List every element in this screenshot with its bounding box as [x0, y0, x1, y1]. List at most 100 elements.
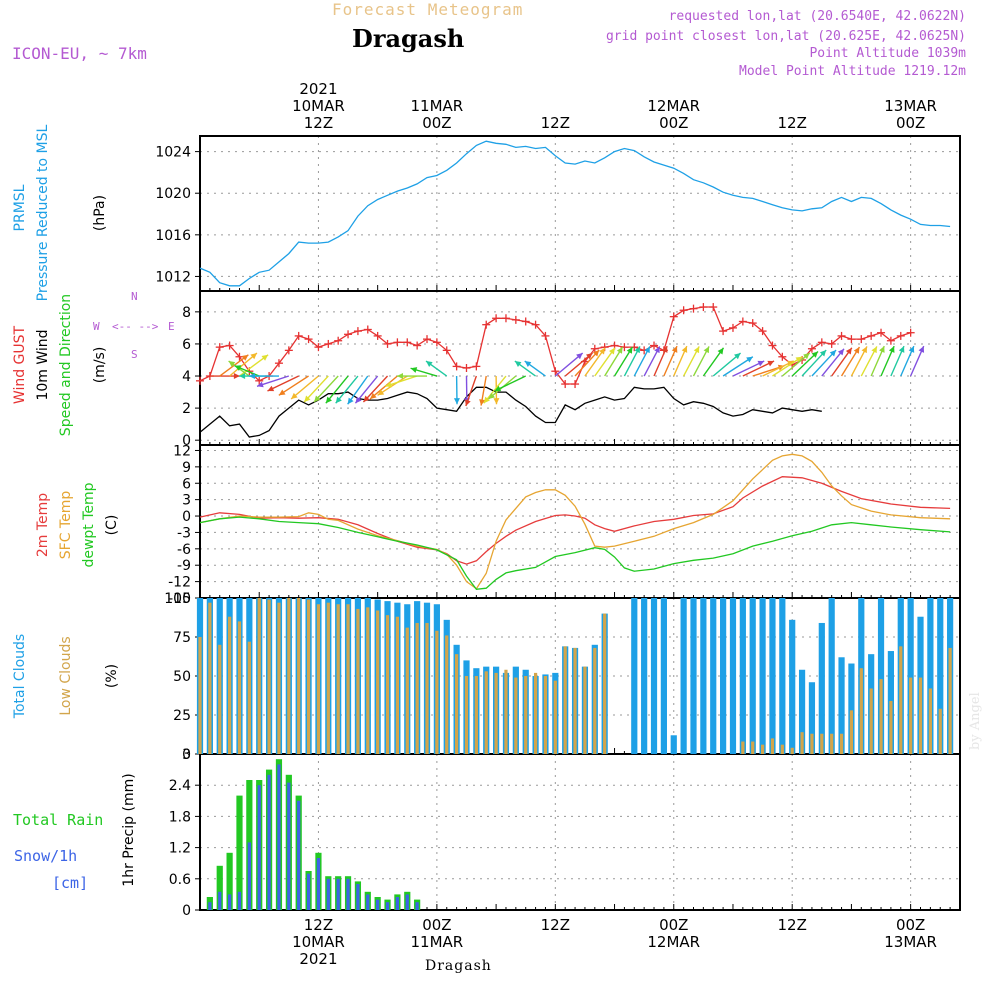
low-cloud-bar — [899, 646, 903, 754]
wind-arrow — [752, 364, 785, 377]
time-label-bottom: 12Z — [541, 916, 570, 934]
wind-arrow — [347, 375, 369, 405]
rain-bars — [206, 759, 421, 910]
time-label-top: 12Z — [304, 114, 333, 132]
y-tick-label: 9 — [182, 460, 191, 476]
dewpt-temp-line — [199, 516, 951, 590]
wind-arrow — [880, 345, 895, 377]
low-cloud-bar — [770, 738, 775, 754]
total-cloud-bar — [670, 735, 677, 754]
pressure-label-1: PRMSL — [12, 184, 28, 231]
low-cloud-bar — [849, 710, 854, 754]
low-cloud-bar — [198, 637, 202, 754]
snow-label: Snow/1h — [14, 847, 77, 865]
direction-label: Speed and Direction — [58, 294, 74, 436]
chart-subtitle: Forecast Meteogram — [332, 0, 524, 19]
dir-center: <-- --> — [112, 320, 159, 333]
wind-arrow — [303, 375, 329, 403]
low-cloud-bar — [306, 599, 311, 754]
total-cloud-bar — [877, 598, 885, 754]
gust-marker — [817, 338, 826, 347]
low-cloud-bar — [830, 733, 834, 754]
wind-arrow — [604, 346, 624, 377]
time-label-top: 2021 — [299, 80, 337, 98]
low-cloud-bar — [820, 733, 824, 754]
total-cloud-bar — [769, 598, 776, 754]
time-label-top: 12MAR — [647, 97, 700, 115]
low-cloud-bar — [474, 676, 478, 754]
total-cloud-bar — [818, 622, 825, 754]
total-cloud-bar — [759, 598, 766, 754]
low-cloud-bar — [543, 676, 548, 754]
total-cloud-bar — [650, 598, 658, 754]
gust-marker — [442, 346, 451, 355]
low-cloud-bar — [553, 680, 557, 754]
model-altitude: Model Point Altitude 1219.12m — [739, 64, 966, 79]
snow-bar — [228, 894, 232, 910]
pressure-line — [199, 140, 951, 287]
gust-marker — [225, 341, 234, 350]
wind-arrow — [229, 352, 258, 377]
time-label-bottom: 12MAR — [647, 933, 700, 951]
dir-west: W — [93, 320, 100, 333]
wind-arrow — [397, 373, 428, 380]
time-label-bottom: 11MAR — [411, 933, 464, 951]
low-cloud-bar — [484, 671, 488, 754]
time-label-bottom: 2021 — [299, 950, 337, 968]
snow-bar — [316, 858, 321, 910]
y-tick-label: 3 — [182, 747, 191, 763]
low-cloud-bar — [395, 616, 399, 754]
rain-bar — [216, 865, 223, 910]
total-cloud-bar — [789, 619, 796, 754]
direction-legend: N W <-- --> E S — [93, 290, 175, 361]
wind-arrow — [385, 375, 418, 388]
pressure-unit: (hPa) — [92, 195, 108, 231]
y-tick-label: 0 — [182, 433, 191, 449]
gust-marker — [827, 339, 836, 348]
wind-arrow — [909, 345, 925, 377]
low-cloud-bar — [385, 615, 390, 754]
y-tick-label: 1012 — [155, 269, 191, 285]
snow-bar — [218, 891, 222, 910]
wind-arrow — [325, 375, 349, 404]
gust-marker — [857, 335, 866, 344]
wind-speed-line — [199, 386, 822, 438]
gust-marker — [679, 306, 688, 315]
time-label-top: 12Z — [778, 114, 807, 132]
sfc-temp-line — [199, 453, 951, 590]
wind-arrow — [742, 360, 775, 377]
wind-arrow — [574, 349, 600, 377]
time-label-bottom: 12Z — [778, 916, 807, 934]
time-label-top: 00Z — [896, 114, 925, 132]
y-tick-label: -12 — [168, 575, 191, 591]
low-cloud-bar — [563, 646, 567, 754]
total-cloud-bar — [798, 669, 806, 754]
gust-marker — [462, 364, 471, 372]
wind-arrow — [781, 352, 811, 377]
low-cloud-bar — [533, 672, 538, 754]
wind-arrow — [369, 375, 398, 400]
dir-south: S — [131, 348, 138, 361]
snow-bar — [326, 878, 330, 910]
temp-label: 2m Temp — [35, 493, 51, 557]
wind-arrow — [831, 347, 853, 377]
total-cloud-bar — [828, 598, 835, 754]
low-cloud-bar — [948, 647, 952, 754]
gust-marker — [906, 328, 915, 337]
y-tick-label: 1024 — [155, 145, 191, 161]
panel-frame — [199, 135, 961, 292]
y-tick-label: -15 — [168, 591, 191, 607]
time-label-top: 00Z — [659, 114, 688, 132]
low-cloud-bar — [800, 732, 804, 754]
total-cloud-bar — [927, 598, 934, 754]
low-cloud-bar — [326, 602, 330, 754]
wind-arrow — [483, 375, 507, 404]
y-tick-label: 3 — [182, 493, 191, 509]
low-cloud-bar — [464, 676, 469, 754]
wind-arrow — [514, 360, 536, 377]
y-tick-label: 75 — [173, 630, 191, 646]
total-cloud-bar — [937, 598, 944, 754]
total-cloud-bar — [779, 598, 786, 754]
gust-marker — [699, 303, 708, 312]
